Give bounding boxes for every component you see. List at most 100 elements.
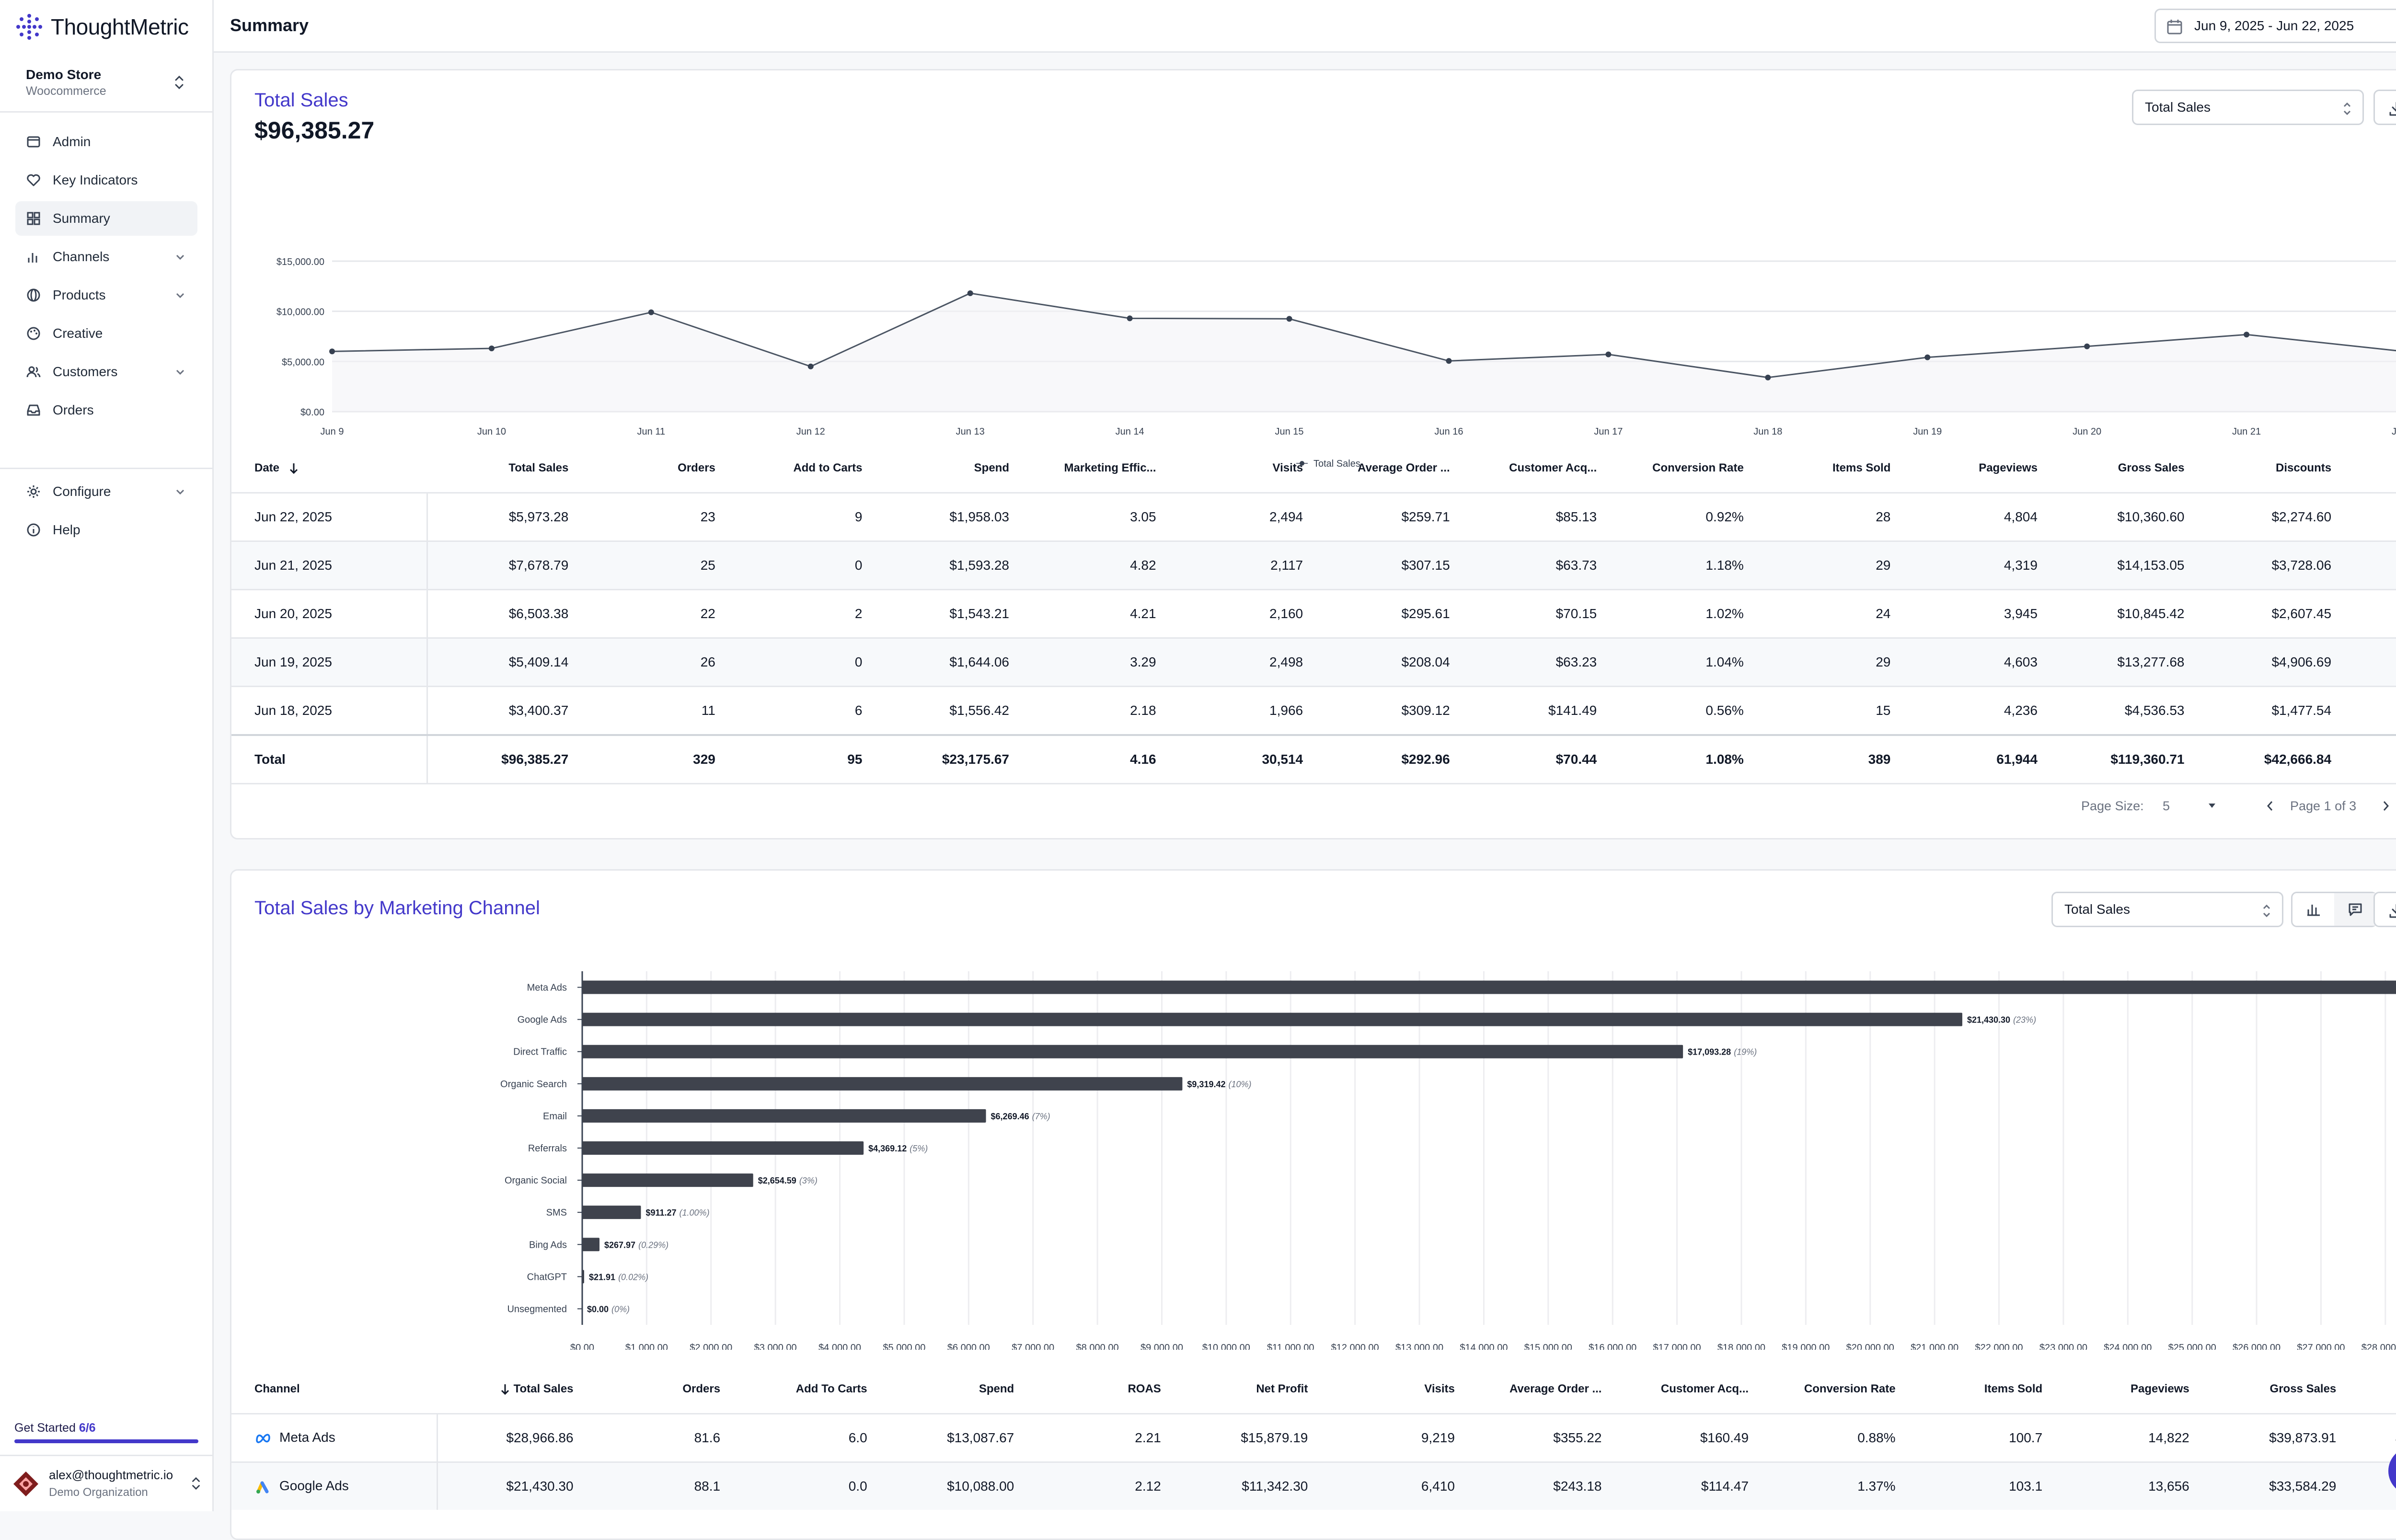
column-header[interactable]: Items Sold	[1984, 1382, 2043, 1395]
total-cell: 1.08%	[1602, 734, 1750, 784]
table-row[interactable]: Jun 20, 2025 $6,503.38 22 2 $1,543.21 4.21 2,1…	[231, 589, 2396, 638]
download-button[interactable]	[2373, 90, 2396, 125]
column-header[interactable]: Discounts	[2276, 461, 2332, 474]
table-cell: Jun 20, 2025	[231, 589, 428, 638]
x-tick-label: $0.00	[570, 1343, 594, 1350]
table-row[interactable]: Meta Ads $28,966.86 81.6 6.0 $13,087.67 2.21 $…	[231, 1413, 2396, 1462]
column-header[interactable]: Discounts	[2342, 1365, 2396, 1414]
column-header[interactable]: Spend	[979, 1382, 1014, 1395]
sidebar-item-configure[interactable]: Configure	[15, 474, 197, 509]
get-started-link[interactable]: Get Started 6/6	[14, 1421, 96, 1435]
column-header[interactable]: Net Profit	[1256, 1382, 1308, 1395]
bar-organic-search	[582, 1077, 1183, 1091]
column-header[interactable]: Refunds	[2337, 444, 2396, 493]
column-header[interactable]: Pageviews	[2130, 1382, 2189, 1395]
sidebar-item-products[interactable]: Products	[15, 278, 197, 312]
sidebar-item-admin[interactable]: Admin	[15, 125, 197, 159]
table-cell: $3,728.06	[2190, 540, 2338, 590]
table-row[interactable]: Jun 22, 2025 $5,973.28 23 9 $1,958.03 3.05 2,4…	[231, 492, 2396, 541]
column-header[interactable]: Customer Acq...	[1509, 461, 1597, 474]
column-header[interactable]: Spend	[974, 461, 1009, 474]
table-row[interactable]: Jun 19, 2025 $5,409.14 26 0 $1,644.06 3.29 2,4…	[231, 637, 2396, 687]
column-header[interactable]: Average Order ...	[1358, 461, 1450, 474]
store-name: Demo Store	[26, 67, 102, 82]
table-cell: $4,536.53	[2043, 686, 2190, 735]
category-label: ChatGPT	[527, 1272, 567, 1282]
y-tick-label: $5,000.00	[282, 357, 324, 368]
column-header[interactable]: Conversion Rate	[1652, 461, 1744, 474]
total-cell: $292.96	[1309, 734, 1456, 784]
column-header[interactable]: Visits	[1272, 461, 1303, 474]
date-range-picker[interactable]: Jun 9, 2025 - Jun 22, 2025	[2154, 9, 2396, 43]
table-cell: $1,644.06	[868, 637, 1015, 687]
bar-value-label: $911.27 (1.00%)	[645, 1208, 709, 1218]
column-header[interactable]: Total Sales	[508, 461, 569, 474]
column-header[interactable]: Add To Carts	[795, 1382, 867, 1395]
page-size-select[interactable]: 5	[2163, 799, 2225, 814]
column-header[interactable]: Add to Carts	[793, 461, 863, 474]
column-header[interactable]: Visits	[1424, 1382, 1455, 1395]
table-row[interactable]: Jun 18, 2025 $3,400.37 11 6 $1,556.42 2.18 1,9…	[231, 686, 2396, 735]
next-page-button[interactable]	[2380, 799, 2392, 813]
table-cell: $15,879.19	[1166, 1413, 1314, 1462]
sidebar-item-creative[interactable]: Creative	[15, 316, 197, 351]
page-size-value: 5	[2163, 799, 2170, 813]
column-header[interactable]: Gross Sales	[2118, 461, 2185, 474]
chevron-down-icon	[176, 489, 184, 495]
x-tick-label: Jun 10	[477, 426, 506, 437]
bar-value: $911.27	[645, 1208, 676, 1218]
prev-page-button[interactable]	[2264, 799, 2276, 813]
bar-value: $2,654.59	[758, 1176, 796, 1185]
table-cell: 4,804	[1896, 492, 2043, 541]
metric-select[interactable]: Total Sales	[2132, 90, 2364, 125]
x-tick-label: $19,000.00	[1782, 1343, 1830, 1350]
total-sales-value: $96,385.27	[254, 117, 375, 144]
store-switcher[interactable]: Demo Store Woocommerce	[26, 67, 106, 98]
table-cell: 2.12	[1020, 1461, 1167, 1510]
sidebar-item-channels[interactable]: Channels	[15, 240, 197, 274]
metric-select[interactable]: Total Sales	[2051, 892, 2283, 927]
column-header[interactable]: Pageviews	[1979, 461, 2038, 474]
total-sales-line-chart: $0.00 $5,000.00 $10,000.00 $15,000.00 Jun 9 J…	[276, 257, 2396, 469]
column-header[interactable]: Items Sold	[1832, 461, 1891, 474]
sales-by-channel-bar-chart: $0.00 $1,000.00 $2,000.00 $3,000.00 $4,000.0…	[500, 971, 2396, 1350]
sidebar-item-key-indicators[interactable]: Key Indicators	[15, 163, 197, 197]
column-header[interactable]: Total Sales	[437, 1365, 579, 1414]
sidebar-item-customers[interactable]: Customers	[15, 355, 197, 389]
brand-logo[interactable]: ThoughtMetric	[15, 11, 189, 42]
column-header[interactable]: Gross Sales	[2269, 1382, 2337, 1395]
column-header[interactable]: Conversion Rate	[1804, 1382, 1896, 1395]
bar-percent: (0.02%)	[618, 1272, 648, 1282]
sidebar-item-label: Customers	[53, 364, 118, 379]
table-cell: 4,603	[1896, 637, 2043, 687]
column-header[interactable]: Customer Acq...	[1660, 1382, 1749, 1395]
sidebar-item-help[interactable]: Help	[15, 513, 197, 547]
sidebar-item-summary[interactable]: Summary	[15, 201, 197, 236]
table-row[interactable]: Google Ads $21,430.30 88.1 0.0 $10,088.00 2.1…	[231, 1461, 2396, 1510]
table-cell: 0	[721, 637, 868, 687]
metric-select-value: Total Sales	[2145, 100, 2211, 115]
table-view-button[interactable]	[2334, 893, 2376, 926]
table-cell: 28	[1749, 492, 1897, 541]
column-header[interactable]: Date	[231, 444, 427, 493]
bar-percent: (23%)	[2013, 1015, 2036, 1025]
column-header[interactable]: ROAS	[1128, 1382, 1161, 1395]
x-tick-label: $23,000.00	[2039, 1343, 2087, 1350]
sidebar-item-orders[interactable]: Orders	[15, 393, 197, 427]
download-button[interactable]	[2373, 892, 2396, 927]
updown-chevron-icon[interactable]	[190, 1474, 202, 1493]
chart-view-button[interactable]	[2292, 893, 2334, 926]
bar-value: $267.97	[604, 1240, 635, 1250]
user-menu[interactable]: alex@thoughtmetric.io Demo Organization	[0, 1455, 214, 1513]
updown-chevron-icon[interactable]	[173, 73, 186, 92]
table-cell: $2,274.60	[2190, 492, 2338, 541]
column-header[interactable]: Orders	[678, 461, 715, 474]
table-cell: 88.1	[579, 1461, 726, 1510]
column-header[interactable]: Orders	[682, 1382, 721, 1395]
x-tick-label: $12,000.00	[1331, 1343, 1379, 1350]
table-row[interactable]: Jun 21, 2025 $7,678.79 25 0 $1,593.28 4.82 2,1…	[231, 540, 2396, 590]
column-header[interactable]: Marketing Effic...	[1064, 461, 1156, 474]
column-header[interactable]: Average Order ...	[1509, 1382, 1602, 1395]
column-header[interactable]: Channel	[254, 1382, 300, 1395]
table-cell: $0.00	[2337, 686, 2396, 735]
